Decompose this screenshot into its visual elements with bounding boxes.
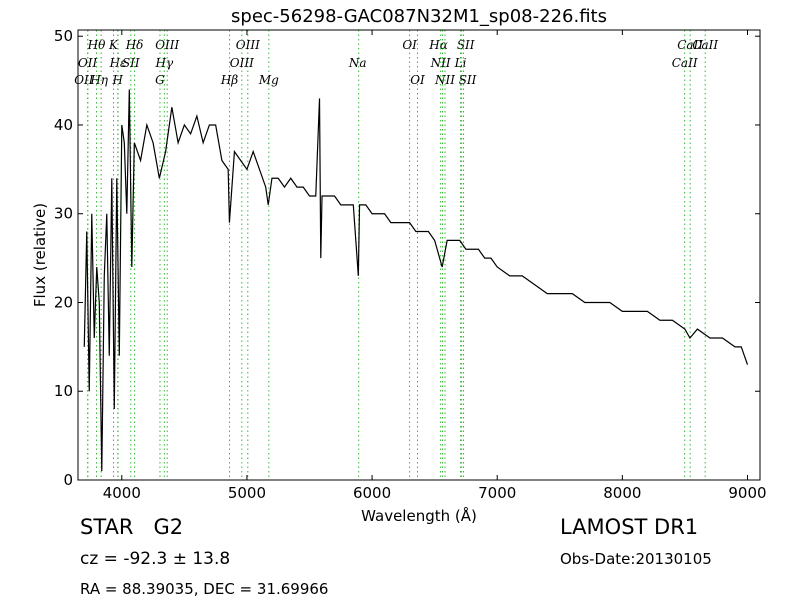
- spectral-line-label: Hγ: [155, 56, 174, 70]
- annotation: RA = 88.39035, DEC = 31.69966: [80, 580, 328, 598]
- annotation: LAMOST DR1: [560, 515, 698, 539]
- x-tick-label: 6000: [353, 484, 391, 502]
- x-tick-label: 7000: [478, 484, 516, 502]
- spectral-line-label: Hδ: [125, 38, 144, 52]
- spectral-line-label: Na: [348, 56, 367, 70]
- annotation: cz = -92.3 ± 13.8: [80, 549, 230, 569]
- spectrum-line: [83, 89, 749, 472]
- spectral-line-label: Hη: [89, 73, 108, 87]
- x-tick-label: 5000: [228, 484, 266, 502]
- spectral-line-label: Li: [454, 56, 467, 70]
- annotation: STAR G2: [80, 515, 183, 539]
- chart-title: spec-56298-GAC087N32M1_sp08-226.fits: [231, 6, 607, 27]
- spectral-line-label: Hθ: [87, 38, 106, 52]
- spectral-line-label: SII: [122, 56, 140, 70]
- spectral-line-label: OIII: [155, 38, 179, 52]
- spectral-line-label: G: [155, 73, 165, 87]
- plot-frame: [77, 29, 761, 481]
- spectral-line-label: OIII: [230, 56, 254, 70]
- spectral-line-label: OI: [402, 38, 417, 52]
- spectral-line-label: CaII: [677, 38, 703, 52]
- spectral-line-label: K: [108, 38, 119, 52]
- spectral-line-label: OIII: [236, 38, 260, 52]
- spectral-line-label: NII: [430, 56, 451, 70]
- y-tick-label: 40: [54, 116, 73, 134]
- y-tick-label: 30: [54, 205, 73, 223]
- spectral-line-label: Mg: [258, 73, 279, 87]
- spectral-line-label: H: [112, 73, 124, 87]
- x-tick-label: 8000: [603, 484, 641, 502]
- annotation: Obs-Date:20130105: [560, 550, 712, 568]
- x-tick-label: 9000: [728, 484, 766, 502]
- y-tick-label: 0: [63, 471, 73, 489]
- spectral-line-label: Hβ: [220, 73, 238, 87]
- spectral-line-label: CaII: [692, 38, 718, 52]
- y-tick-label: 50: [54, 27, 73, 45]
- x-tick-label: 4000: [103, 484, 141, 502]
- spectral-line-label: NII: [434, 73, 455, 87]
- y-tick-label: 10: [54, 382, 73, 400]
- y-tick-label: 20: [54, 293, 73, 311]
- spectral-line-label: OI: [410, 73, 425, 87]
- spectral-line-label: CaII: [672, 56, 698, 70]
- spectral-line-label: Hα: [428, 38, 448, 52]
- spectral-line-label: SII: [459, 73, 477, 87]
- x-axis-label: Wavelength (Å): [361, 506, 477, 525]
- spectral-line-label: OII: [74, 73, 94, 87]
- spectral-line-label: SII: [457, 38, 475, 52]
- y-axis-label: Flux (relative): [31, 203, 49, 307]
